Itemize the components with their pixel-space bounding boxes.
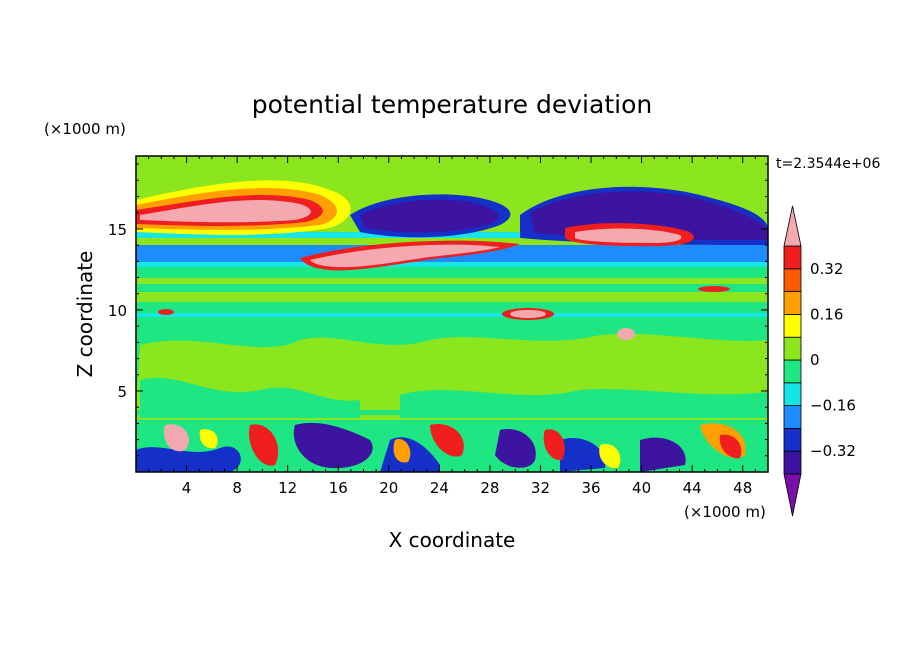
- boundary-layer-cold-1: [136, 446, 241, 472]
- colorbar-max-triangle: [783, 205, 802, 247]
- boundary-layer-warm-7: [719, 434, 742, 459]
- time-label: t=2.3544e+06: [776, 156, 880, 172]
- colorbar-tick-label: −0.16: [810, 397, 856, 415]
- colorbar-box: [783, 382, 802, 406]
- field-patch-mid-1: [140, 377, 360, 418]
- anomaly-blob-2km-11: [158, 309, 174, 315]
- boundary-layer-warm-5: [543, 429, 565, 461]
- colorbar-box: [783, 359, 802, 384]
- boundary-layer-warm-3: [430, 424, 464, 457]
- boundary-layer-warm-2: [249, 424, 279, 466]
- colorbar-min-triangle: [783, 473, 802, 517]
- x-tick-label: 28: [480, 479, 499, 497]
- x-tick-label: 4: [182, 479, 192, 497]
- x-tick-label: 16: [329, 479, 348, 497]
- field-band-cyan-13: [136, 262, 768, 267]
- boundary-layer-yellow-1: [599, 444, 621, 469]
- anomaly-blob-45km: [698, 286, 730, 292]
- y-tick-label: 10: [108, 302, 127, 320]
- colorbar-box: [783, 450, 802, 475]
- boundary-layer-cold-4: [495, 429, 536, 468]
- colorbar-box: [783, 336, 802, 361]
- y-units-label: (×1000 m): [44, 120, 126, 138]
- anomaly-upper-warm-left-core: [140, 200, 311, 223]
- field-band-green-12: [136, 278, 768, 284]
- boundary-layer-cold-5: [560, 438, 606, 472]
- y-tick-label: 15: [108, 221, 127, 239]
- x-units-label: (×1000 m): [684, 503, 766, 521]
- chart-title: potential temperature deviation: [252, 90, 652, 119]
- boundary-layer-yellow-2: [199, 429, 218, 449]
- field-band-cyan-10: [136, 313, 768, 317]
- colorbar-tick-label: −0.32: [810, 442, 856, 460]
- colorbar-box: [783, 405, 802, 429]
- anomaly-blob-31km-core: [510, 310, 546, 318]
- field-patch-mid-2: [400, 388, 768, 418]
- x-tick-label: 40: [632, 479, 651, 497]
- colorbar-tick-label: 0.32: [810, 260, 843, 278]
- x-tick-label: 24: [430, 479, 449, 497]
- colorbar-box: [783, 291, 802, 315]
- x-tick-label: 32: [531, 479, 550, 497]
- x-axis-label: X coordinate: [389, 528, 516, 552]
- boundary-layer-cold-6: [640, 437, 686, 472]
- colorbar-box: [783, 268, 802, 292]
- colorbar-box: [783, 245, 802, 270]
- x-tick-label: 44: [683, 479, 702, 497]
- contour-field: [136, 156, 768, 472]
- x-tick-label: 20: [379, 479, 398, 497]
- x-tick-label: 8: [232, 479, 242, 497]
- colorbar-box: [783, 313, 802, 338]
- field-band-green-11: [136, 292, 768, 302]
- colorbar-box: [783, 427, 802, 452]
- anomaly-blob-39km: [617, 328, 635, 340]
- anomaly-upper-cold-center-core: [360, 199, 499, 233]
- x-tick-label: 48: [733, 479, 752, 497]
- colorbar-tick-label: 0: [810, 351, 820, 369]
- y-axis: 5 10 15: [108, 163, 768, 457]
- anomaly-filament-13km-core: [310, 244, 500, 268]
- colorbar: [783, 205, 802, 517]
- colorbar-ticks: 0.32 0.16 0 −0.16 −0.32: [810, 260, 856, 460]
- y-tick-label: 5: [117, 383, 127, 401]
- boundary-layer-warm-1: [164, 424, 189, 452]
- boundary-layer-cold-2: [293, 422, 373, 469]
- x-tick-label: 36: [581, 479, 600, 497]
- anomaly-upper-warm-right-core: [575, 228, 682, 243]
- colorbar-tick-label: 0.16: [810, 305, 843, 323]
- x-tick-label: 12: [278, 479, 297, 497]
- x-axis: 4 8 12 16 20 24 28 32 36 40 44 48: [148, 156, 756, 497]
- y-axis-label: Z coordinate: [73, 251, 97, 378]
- boundary-layer-warm-4: [393, 439, 411, 463]
